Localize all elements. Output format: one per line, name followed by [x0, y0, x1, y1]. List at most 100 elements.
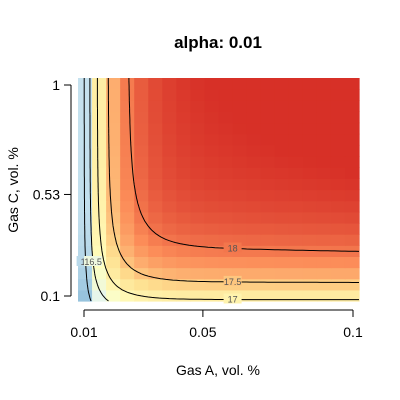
- heatmap-cell: [134, 78, 149, 90]
- heatmap-cell: [176, 278, 191, 291]
- heatmap-cell: [288, 78, 304, 90]
- heatmap-cell: [204, 267, 220, 280]
- heatmap-cell: [302, 144, 318, 157]
- heatmap-cell: [302, 89, 318, 101]
- heatmap-cell: [92, 111, 107, 124]
- heatmap-cell: [260, 122, 276, 135]
- heatmap-cell: [330, 178, 346, 191]
- heatmap-cell: [204, 278, 220, 291]
- chart-title: alpha: 0.01: [174, 33, 262, 52]
- heatmap-cell: [190, 144, 206, 157]
- heatmap-cell: [134, 222, 149, 235]
- heatmap-cell: [78, 78, 93, 90]
- heatmap-cell: [106, 100, 121, 113]
- heatmap-cell: [302, 189, 318, 202]
- heatmap-cell: [92, 89, 107, 101]
- heatmap-cell: [302, 211, 318, 224]
- heatmap-cell: [302, 122, 318, 135]
- heatmap-cell: [274, 178, 290, 191]
- heatmap-cell: [302, 278, 318, 291]
- heatmap-cell: [246, 289, 262, 302]
- heatmap-cell: [148, 144, 163, 157]
- heatmap-cell: [120, 278, 135, 291]
- heatmap-cell: [274, 211, 290, 224]
- heatmap-cell: [162, 111, 177, 124]
- heatmap-cell: [176, 234, 191, 246]
- heatmap-cell: [176, 189, 191, 202]
- heatmap-cell: [302, 133, 318, 146]
- heatmap-cell: [218, 256, 234, 269]
- heatmap-cell: [260, 200, 276, 213]
- heatmap-cell: [190, 111, 206, 124]
- heatmap-cell: [204, 89, 220, 101]
- heatmap-cell: [344, 178, 360, 191]
- x-tick-label: 0.05: [189, 324, 216, 340]
- heatmap-cell: [92, 278, 107, 291]
- heatmap-cell: [218, 144, 234, 157]
- heatmap-cell: [176, 133, 191, 146]
- heatmap-cell: [176, 200, 191, 213]
- heatmap-cell: [344, 289, 360, 302]
- heatmap-cell: [148, 267, 163, 280]
- heatmap-cell: [120, 234, 135, 246]
- heatmap-cell: [148, 189, 163, 202]
- heatmap-cell: [162, 78, 177, 90]
- heatmap-cell: [302, 178, 318, 191]
- heatmap-cell: [134, 189, 149, 202]
- y-tick-label: 1: [52, 77, 60, 93]
- heatmap-cell: [162, 200, 177, 213]
- heatmap-cell: [218, 178, 234, 191]
- heatmap-cell: [218, 167, 234, 179]
- heatmap-cell: [274, 267, 290, 280]
- heatmap-cell: [344, 200, 360, 213]
- heatmap-cell: [148, 156, 163, 168]
- heatmap-cell: [232, 267, 248, 280]
- heatmap-cell: [78, 278, 93, 291]
- heatmap-cell: [330, 167, 346, 179]
- heatmap-cell: [260, 144, 276, 157]
- heatmap-cell: [246, 211, 262, 224]
- heatmap-cell: [106, 111, 121, 124]
- heatmap-cell: [218, 189, 234, 202]
- heatmap-cell: [176, 211, 191, 224]
- heatmap-cell: [106, 178, 121, 191]
- x-ticks: 0.01 0.05 0.1: [70, 310, 363, 340]
- heatmap-cell: [120, 111, 135, 124]
- heatmap-cell: [316, 122, 332, 135]
- heatmap-cell: [344, 78, 360, 90]
- heatmap-cell: [260, 100, 276, 113]
- heatmap-cell: [316, 156, 332, 168]
- heatmap-cell: [120, 211, 135, 224]
- heatmap-cell: [190, 178, 206, 191]
- heatmap-cell: [260, 133, 276, 146]
- contour-line: [83, 78, 92, 302]
- contour-label-background: [223, 242, 242, 253]
- heatmap-cell: [274, 278, 290, 291]
- heatmap-cell: [260, 89, 276, 101]
- heatmap-cell: [344, 89, 360, 101]
- heatmap-cell: [204, 167, 220, 179]
- heatmap-cell: [274, 200, 290, 213]
- heatmap-cell: [162, 234, 177, 246]
- heatmap-cell: [134, 167, 149, 179]
- heatmap-cell: [316, 200, 332, 213]
- heatmap-cell: [120, 289, 135, 302]
- heatmap-cell: [232, 133, 248, 146]
- heatmap-cell: [162, 256, 177, 269]
- heatmap-cell: [316, 289, 332, 302]
- heatmap-cell: [218, 211, 234, 224]
- heatmap-cell: [330, 267, 346, 280]
- heatmap-cell: [120, 178, 135, 191]
- heatmap-cell: [120, 78, 135, 90]
- heatmap-cell: [288, 267, 304, 280]
- heatmap-cell: [274, 189, 290, 202]
- heatmap-cell: [190, 189, 206, 202]
- heatmap-cell: [260, 189, 276, 202]
- heatmap-cell: [232, 178, 248, 191]
- heatmap-cell: [288, 222, 304, 235]
- heatmap-cell: [274, 133, 290, 146]
- heatmap-cell: [274, 78, 290, 90]
- heatmap-cell: [246, 78, 262, 90]
- contour-label-background: [223, 275, 242, 286]
- heatmap-cell: [316, 222, 332, 235]
